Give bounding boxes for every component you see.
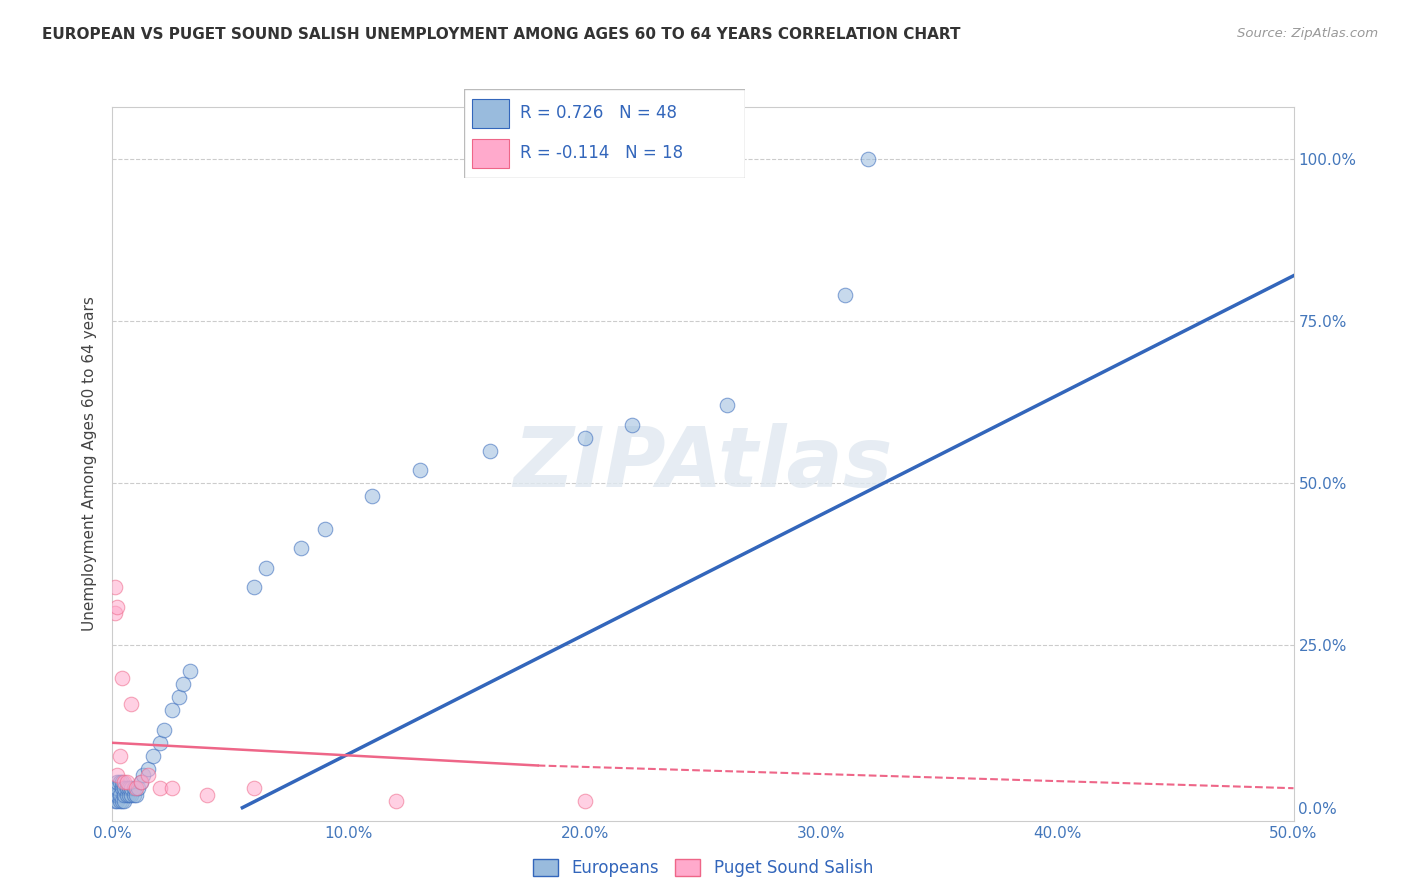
Point — [112, 788, 135, 802]
Text: Source: ZipAtlas.com: Source: ZipAtlas.com — [1237, 27, 1378, 40]
Text: ZIPAtlas: ZIPAtlas — [513, 424, 893, 504]
Point — [104, 781, 127, 796]
Point — [104, 788, 127, 802]
Point — [290, 541, 312, 556]
Point — [108, 794, 131, 808]
Point — [105, 774, 128, 789]
Point — [104, 794, 127, 808]
Point — [115, 788, 138, 802]
Point — [115, 781, 138, 796]
Point — [112, 774, 135, 789]
Point — [136, 768, 159, 782]
Point — [408, 463, 430, 477]
Point — [621, 417, 644, 432]
Point — [122, 788, 145, 802]
Point — [574, 431, 596, 445]
Point — [574, 794, 596, 808]
Point — [167, 690, 190, 705]
Legend: Europeans, Puget Sound Salish: Europeans, Puget Sound Salish — [526, 852, 880, 884]
Point — [111, 794, 134, 808]
Point — [105, 781, 128, 796]
FancyBboxPatch shape — [464, 89, 745, 178]
Point — [834, 288, 856, 302]
Point — [314, 522, 336, 536]
Point — [172, 677, 194, 691]
Point — [108, 774, 131, 789]
Point — [105, 788, 128, 802]
Bar — [472, 139, 509, 168]
Point — [104, 606, 127, 620]
Point — [129, 774, 152, 789]
Point — [153, 723, 176, 737]
Text: EUROPEAN VS PUGET SOUND SALISH UNEMPLOYMENT AMONG AGES 60 TO 64 YEARS CORRELATIO: EUROPEAN VS PUGET SOUND SALISH UNEMPLOYM… — [42, 27, 960, 42]
Point — [108, 788, 131, 802]
Point — [105, 599, 128, 614]
Point — [142, 748, 165, 763]
Point — [479, 443, 502, 458]
Point — [149, 736, 172, 750]
Point — [179, 665, 201, 679]
Point — [243, 781, 266, 796]
Text: R = -0.114   N = 18: R = -0.114 N = 18 — [520, 145, 683, 162]
Point — [160, 781, 183, 796]
Point — [243, 580, 266, 594]
Point — [111, 781, 134, 796]
Point — [105, 768, 128, 782]
Point — [858, 152, 880, 166]
Point — [108, 748, 131, 763]
Bar — [472, 99, 509, 128]
Point — [115, 774, 138, 789]
Point — [112, 794, 135, 808]
Point — [149, 781, 172, 796]
Point — [122, 781, 145, 796]
Point — [136, 762, 159, 776]
Point — [125, 781, 148, 796]
Point — [254, 560, 277, 574]
Point — [129, 774, 152, 789]
Y-axis label: Unemployment Among Ages 60 to 64 years: Unemployment Among Ages 60 to 64 years — [82, 296, 97, 632]
Point — [160, 703, 183, 717]
Point — [120, 697, 142, 711]
Point — [195, 788, 218, 802]
Point — [120, 788, 142, 802]
Point — [132, 768, 155, 782]
Point — [361, 489, 384, 503]
Point — [118, 781, 141, 796]
Point — [112, 781, 135, 796]
Point — [716, 399, 738, 413]
Text: R = 0.726   N = 48: R = 0.726 N = 48 — [520, 104, 678, 122]
Point — [118, 788, 141, 802]
Point — [120, 781, 142, 796]
Point — [125, 788, 148, 802]
Point — [105, 794, 128, 808]
Point — [127, 781, 149, 796]
Point — [111, 671, 134, 685]
Point — [111, 774, 134, 789]
Point — [104, 580, 127, 594]
Point — [385, 794, 408, 808]
